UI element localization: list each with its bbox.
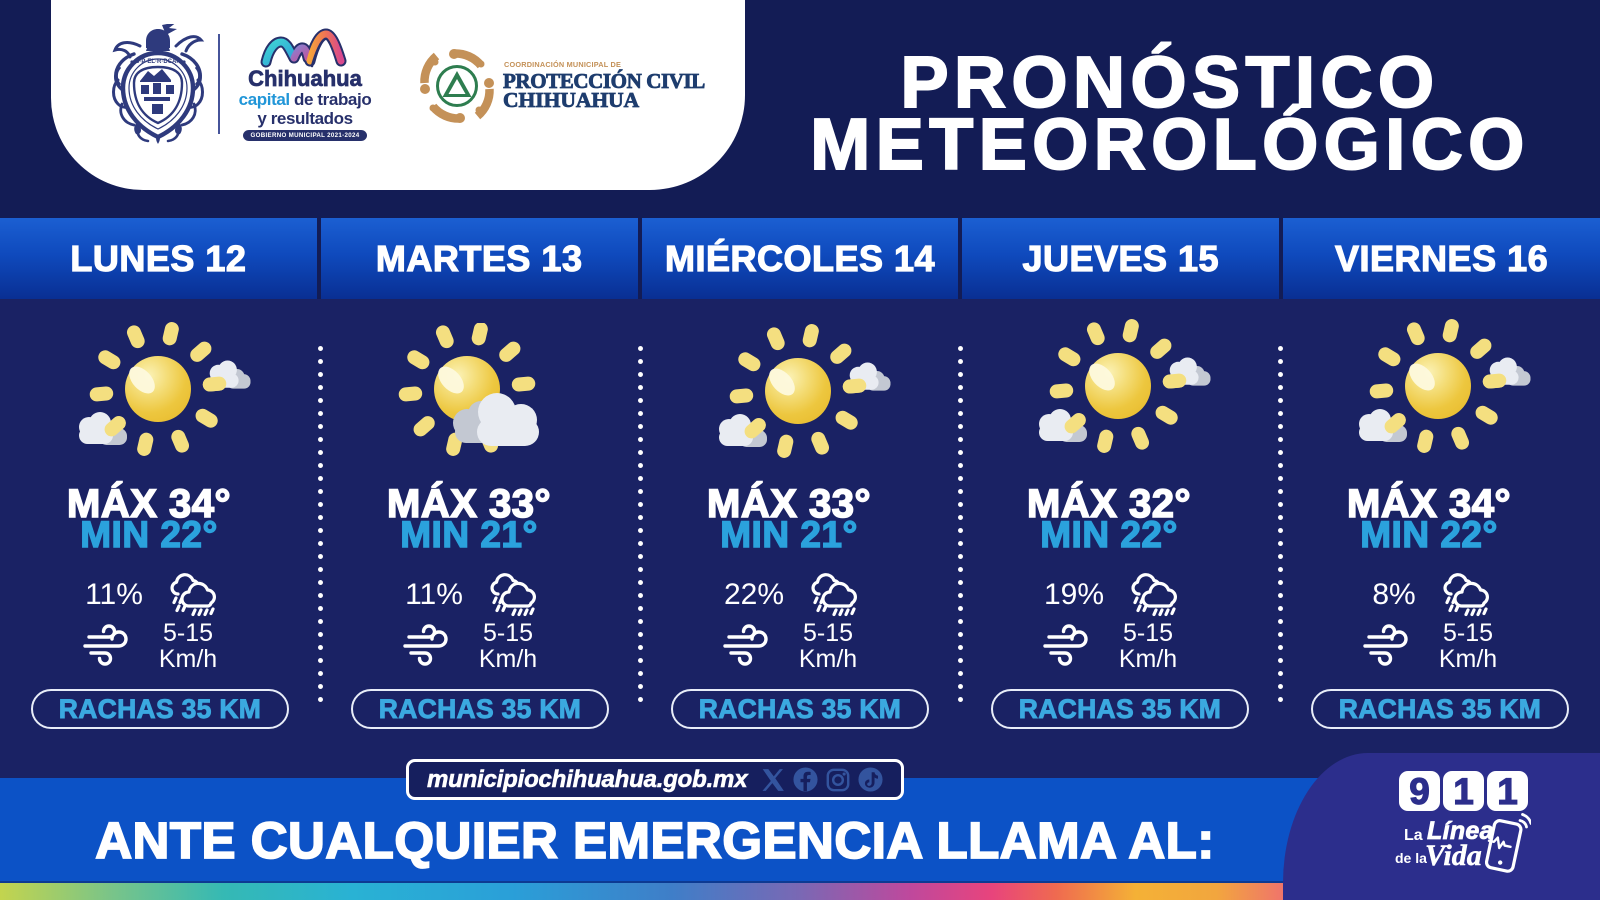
svg-text:S·P·EL·R·DCAN: S·P·EL·R·DCAN bbox=[135, 59, 180, 65]
